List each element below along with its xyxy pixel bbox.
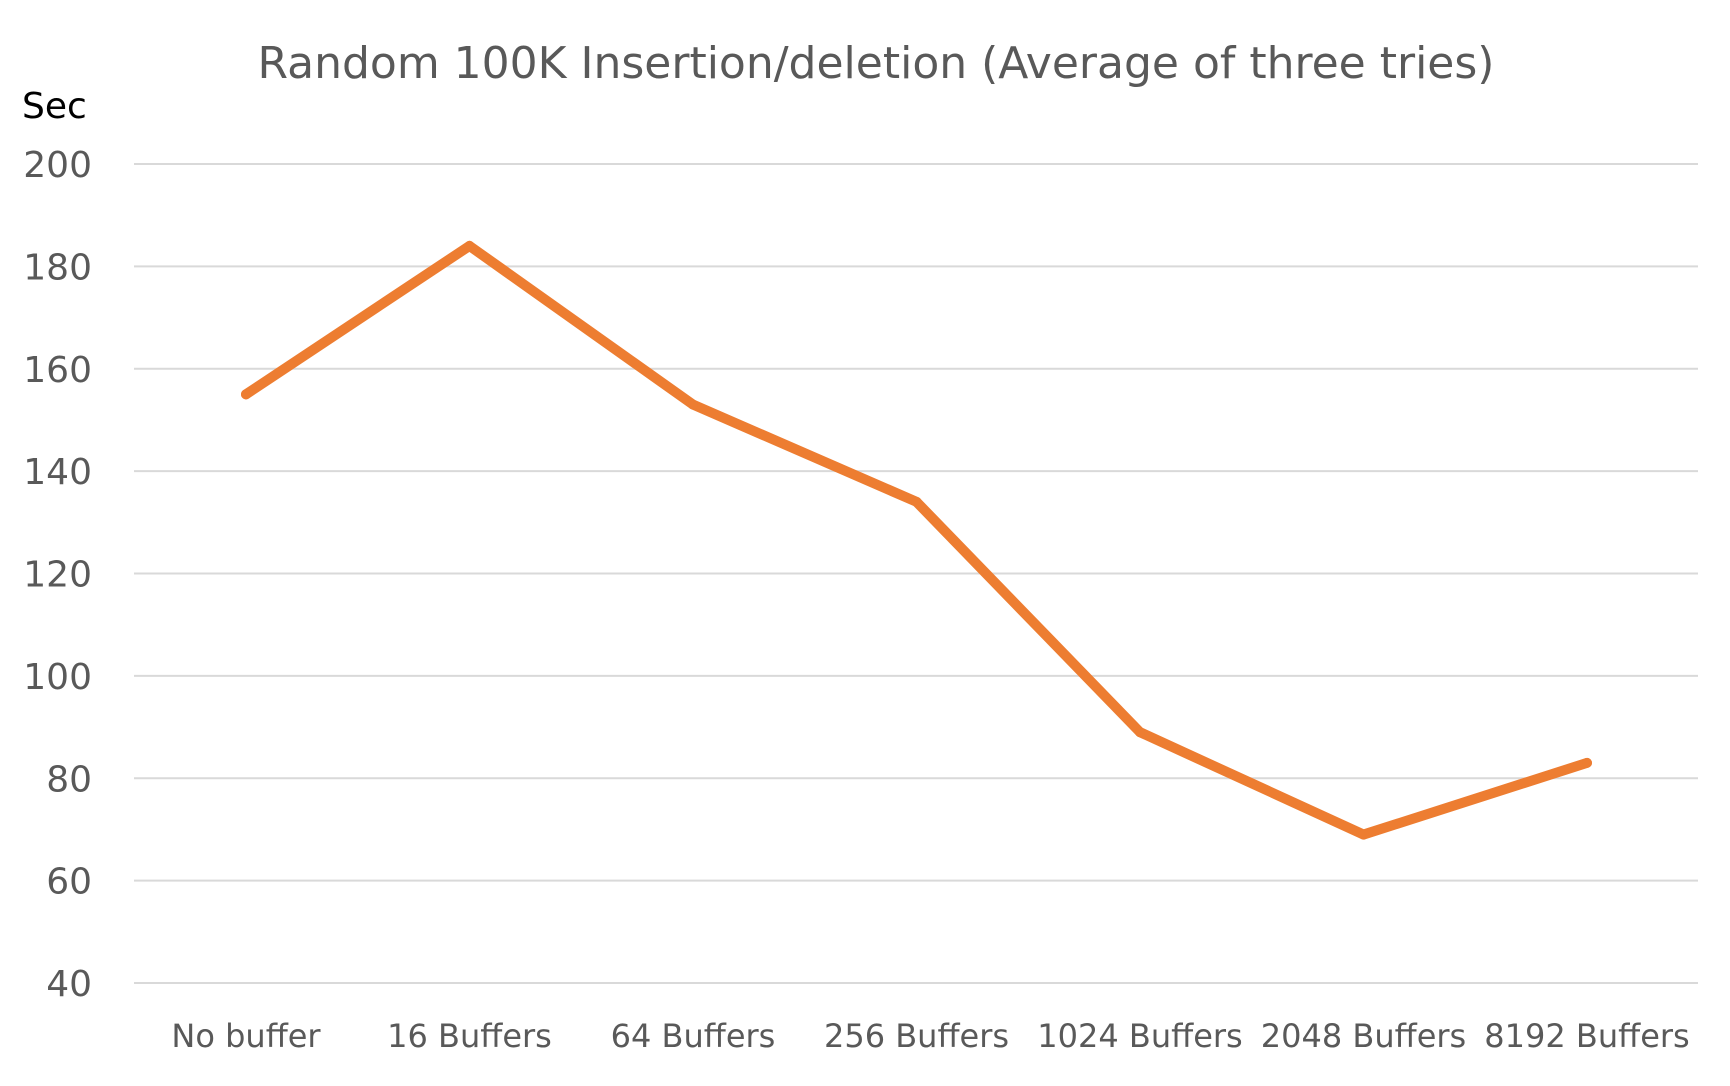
y-tick-label: 140 <box>23 452 92 493</box>
y-tick-labels: 200 180 160 140 120 100 80 60 40 <box>23 145 92 1005</box>
x-category-labels: No buffer 16 Buffers 64 Buffers 256 Buffers… <box>171 1017 1689 1055</box>
x-tick-label: No buffer <box>171 1017 321 1055</box>
x-tick-label: 2048 Buffers <box>1261 1017 1466 1055</box>
y-tick-label: 80 <box>46 759 92 800</box>
y-tick-label: 120 <box>23 555 92 596</box>
series-lines <box>241 240 1592 840</box>
data-point <box>1582 757 1592 768</box>
data-point <box>911 496 922 507</box>
y-tick-label: 180 <box>23 247 92 288</box>
x-tick-label: 8192 Buffers <box>1484 1017 1689 1055</box>
data-point <box>464 240 475 251</box>
y-tick-label: 100 <box>23 657 92 698</box>
data-point <box>1135 727 1145 738</box>
gridlines <box>134 163 1698 984</box>
y-tick-label: 160 <box>23 350 92 391</box>
y-axis-label: Sec <box>22 86 87 127</box>
data-point <box>1358 829 1369 840</box>
x-tick-label: 256 Buffers <box>824 1017 1009 1055</box>
series-line-0 <box>241 240 1592 840</box>
x-tick-label: 1024 Buffers <box>1037 1017 1242 1055</box>
x-tick-label: 16 Buffers <box>387 1017 552 1055</box>
y-tick-label: 60 <box>46 862 92 903</box>
data-point <box>688 399 698 410</box>
chart-title: Random 100K Insertion/deletion (Average … <box>258 38 1495 89</box>
x-tick-label: 64 Buffers <box>611 1017 776 1055</box>
y-tick-label: 40 <box>46 964 92 1005</box>
data-point <box>241 389 251 400</box>
y-tick-label: 200 <box>23 145 92 186</box>
